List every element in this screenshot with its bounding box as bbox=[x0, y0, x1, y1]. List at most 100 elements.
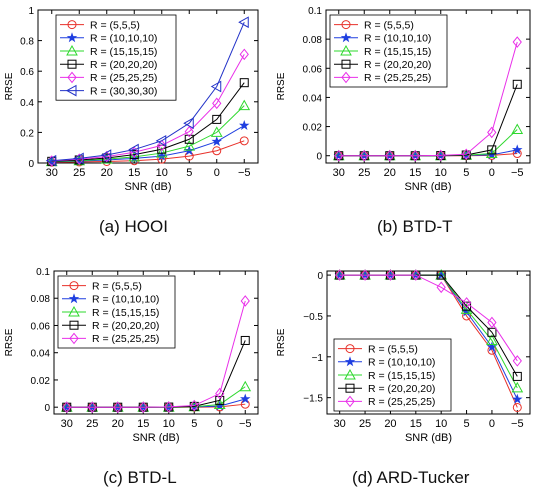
x-tick-label: 10 bbox=[435, 167, 447, 179]
x-tick-label: 25 bbox=[359, 418, 371, 430]
data-point bbox=[155, 147, 168, 158]
caption-ard-tucker: (d) ARD-Tucker bbox=[352, 468, 470, 487]
data-point bbox=[238, 16, 249, 29]
x-tick-label: 5 bbox=[464, 418, 470, 430]
data-point bbox=[215, 387, 225, 400]
data-point bbox=[73, 152, 84, 165]
series-line bbox=[51, 105, 245, 163]
x-tick-label: 15 bbox=[137, 418, 149, 430]
legend-marker bbox=[65, 84, 77, 97]
legend-entry: R = (20,20,20) bbox=[62, 320, 159, 332]
series-r-30-30-30 bbox=[45, 16, 249, 167]
y-tick-label: −0.5 bbox=[303, 312, 323, 323]
legend-marker bbox=[345, 344, 355, 354]
legend-marker bbox=[340, 32, 352, 43]
legend-marker bbox=[345, 383, 355, 393]
data-point bbox=[240, 295, 250, 307]
x-tick-label: −5 bbox=[511, 167, 524, 179]
data-point bbox=[183, 117, 194, 130]
x-tick-label: 30 bbox=[61, 418, 73, 430]
y-tick-label: 1 bbox=[28, 6, 34, 17]
data-point bbox=[239, 136, 249, 146]
legend: R = (5,5,5)R = (10,10,10)R = (15,15,15)R… bbox=[333, 338, 452, 412]
legend-label: R = (15,15,15) bbox=[364, 46, 431, 58]
data-point bbox=[45, 154, 57, 167]
legend-marker bbox=[344, 356, 356, 367]
legend-entry: R = (10,10,10) bbox=[60, 32, 157, 45]
panel-b: 30 25 20 15 10 5 0 −5 0 0.02 0.04 0.06 0.08 0.1 SNR (d… bbox=[272, 0, 545, 251]
series-line bbox=[51, 82, 245, 162]
data-point bbox=[512, 402, 522, 412]
data-point bbox=[487, 145, 497, 155]
x-axis-label: SNR (dB) bbox=[404, 181, 451, 193]
data-point bbox=[239, 380, 252, 392]
legend: R = (5,5,5)R = (10,10,10)R = (15,15,15)R… bbox=[329, 14, 448, 88]
data-point bbox=[128, 150, 141, 162]
y-axis-label: RRSE bbox=[4, 72, 15, 100]
legend-entry: R = (25,25,25) bbox=[334, 71, 431, 84]
legend-entry: R = (15,15,15) bbox=[60, 44, 157, 58]
data-point bbox=[215, 395, 225, 405]
legend-label: R = (5,5,5) bbox=[90, 19, 140, 31]
y-tick-label: 0.8 bbox=[20, 37, 34, 48]
series-line bbox=[51, 54, 245, 162]
y-tick-label: 0.1 bbox=[308, 6, 322, 17]
data-point bbox=[155, 134, 167, 147]
series-line bbox=[51, 22, 245, 162]
x-tick-label: 20 bbox=[384, 167, 396, 179]
x-tick-label: 5 bbox=[186, 167, 192, 179]
x-tick-label: 20 bbox=[112, 418, 124, 430]
panel-a: 30 25 20 15 10 5 0 −5 0 0.2 0.4 0.6 0.8 1 SNR (dB) RRSE… bbox=[0, 0, 272, 251]
data-point bbox=[210, 80, 222, 93]
data-point bbox=[487, 126, 497, 139]
data-point bbox=[487, 327, 497, 337]
series-r-25-25-25 bbox=[335, 269, 522, 367]
plot-frame bbox=[325, 9, 531, 164]
legend-label: R = (20,20,20) bbox=[92, 320, 159, 332]
data-point bbox=[334, 149, 344, 162]
legend-label: R = (5,5,5) bbox=[368, 343, 418, 355]
data-point bbox=[239, 78, 249, 88]
series-line bbox=[338, 84, 518, 157]
data-point bbox=[189, 399, 199, 412]
x-tick-label: 0 bbox=[217, 418, 223, 430]
x-tick-label: −5 bbox=[239, 418, 252, 430]
x-axis-label: SNR (dB) bbox=[124, 181, 171, 193]
panel-c: 30 25 20 15 10 5 0 −5 0 0.02 0.04 0.06 0.08 0.1 SNR (d… bbox=[0, 251, 272, 502]
legend-entry: R = (10,10,10) bbox=[334, 32, 431, 45]
y-tick-label: 0.02 bbox=[31, 376, 51, 387]
series-line bbox=[51, 125, 245, 163]
data-point bbox=[156, 150, 167, 161]
y-tick-label: 0.6 bbox=[20, 67, 34, 78]
y-tick-label: 0 bbox=[28, 159, 34, 170]
data-point bbox=[512, 79, 522, 89]
data-point bbox=[512, 144, 523, 155]
x-axis-label: SNR (dB) bbox=[132, 432, 179, 444]
caption-btd-t: (b) BTD-T bbox=[377, 217, 453, 236]
y-tick-label: 0.1 bbox=[36, 267, 50, 278]
y-axis-label: RRSE bbox=[276, 328, 287, 356]
x-tick-label: 10 bbox=[435, 418, 447, 430]
data-point bbox=[436, 281, 446, 294]
chart-btd-t: 30 25 20 15 10 5 0 −5 0 0.02 0.04 0.06 0.08 0.1 SNR (d… bbox=[276, 6, 531, 193]
data-point bbox=[359, 149, 369, 162]
x-tick-label: −5 bbox=[511, 418, 524, 430]
data-point bbox=[183, 140, 196, 151]
legend-marker bbox=[341, 59, 351, 69]
legend-entry: R = (20,20,20) bbox=[334, 59, 431, 71]
data-point bbox=[485, 147, 498, 159]
legend-label: R = (15,15,15) bbox=[92, 307, 159, 319]
data-point bbox=[385, 269, 396, 281]
y-tick-label: 0 bbox=[44, 403, 50, 414]
data-point bbox=[138, 401, 148, 413]
data-point bbox=[360, 269, 370, 281]
data-point bbox=[410, 149, 420, 162]
legend-marker bbox=[69, 320, 79, 330]
legend-label: R = (10,10,10) bbox=[90, 33, 157, 45]
legend-label: R = (10,10,10) bbox=[364, 33, 431, 45]
legend-entry: R = (15,15,15) bbox=[334, 44, 431, 58]
series-r-25-25-25 bbox=[62, 295, 250, 413]
x-tick-label: 25 bbox=[86, 418, 98, 430]
data-point bbox=[238, 99, 251, 111]
caption-btd-l: (c) BTD-L bbox=[103, 468, 177, 487]
